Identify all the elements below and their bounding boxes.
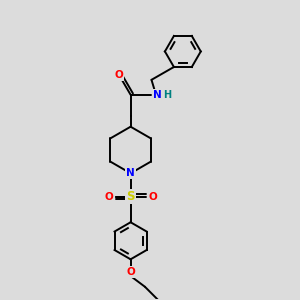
- Text: O: O: [114, 70, 123, 80]
- Text: O: O: [104, 192, 113, 202]
- Text: S: S: [126, 190, 135, 203]
- Text: H: H: [163, 90, 171, 100]
- Text: O: O: [126, 267, 135, 277]
- Text: N: N: [126, 168, 135, 178]
- Text: O: O: [148, 192, 157, 202]
- Text: N: N: [153, 90, 162, 100]
